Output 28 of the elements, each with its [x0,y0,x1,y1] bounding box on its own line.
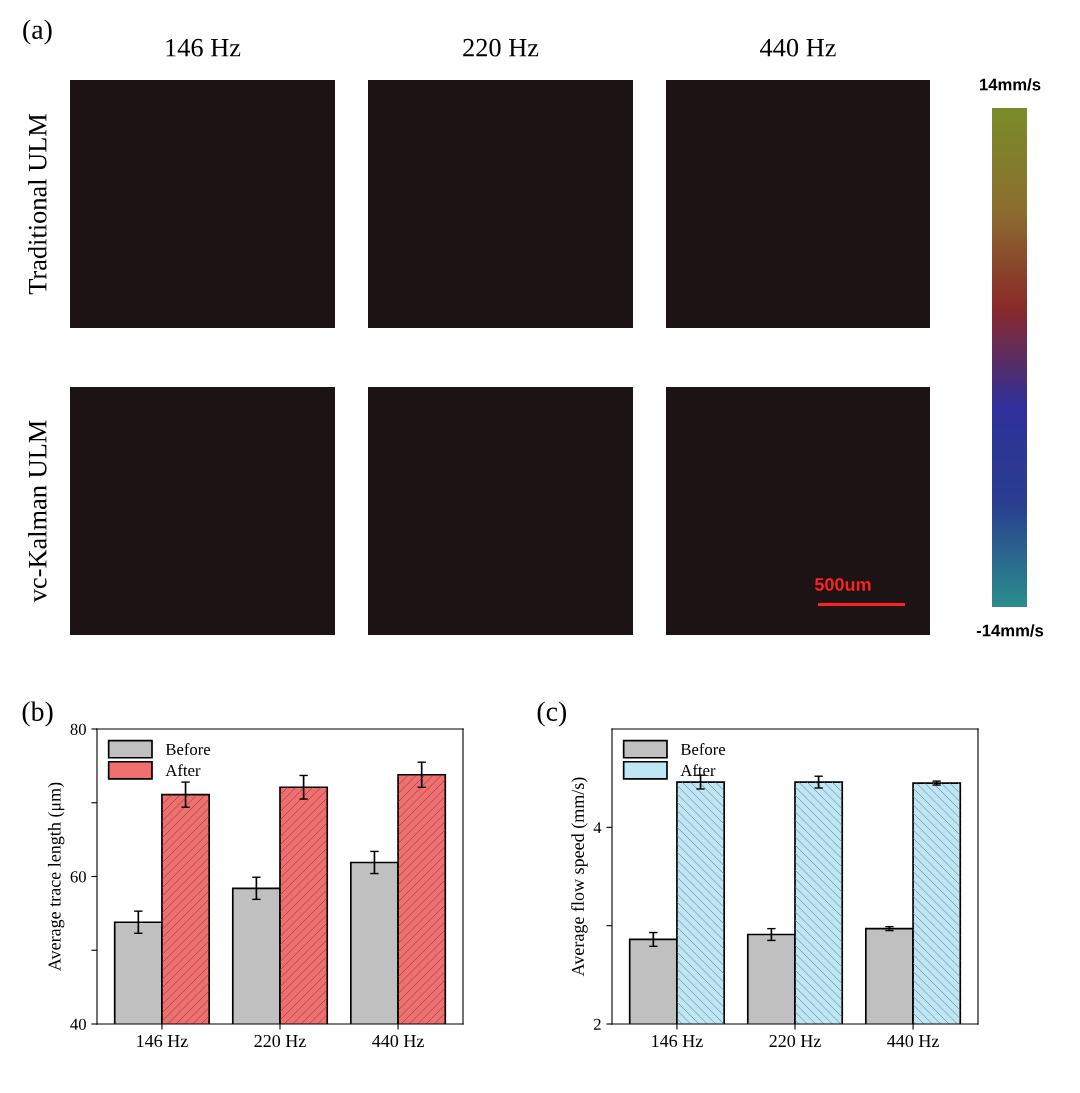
category-label: vc-Kalman ULM [28,420,47,603]
text: 500um [814,578,871,591]
x-tick-label: 220 Hz [769,1034,821,1048]
chart-title: (b) [22,701,53,727]
x-tick-label: 146 Hz [137,1034,188,1048]
y-tick-label: 4 [593,822,602,834]
y-axis-title: Average flow speed (mm/s) [571,777,588,977]
y-tick-label: 60 [70,871,86,883]
legend-label: After [165,764,201,777]
category-label: 146 Hz [166,38,241,57]
x-tick-label: 220 Hz [254,1034,306,1048]
x-tick-label: 146 Hz [652,1034,703,1048]
x-tick-label: 440 Hz [372,1034,424,1048]
legend-label: Before [680,743,726,755]
legend-label: After [680,764,716,777]
text: -14mm/s [976,624,1044,637]
category-label: 220 Hz [463,38,539,57]
category-label: 440 Hz [760,38,836,57]
y-axis-title: Average trace length (μm) [47,782,65,971]
chart-title: (c) [537,701,567,727]
y-tick-label: 2 [593,1018,601,1030]
text: 14mm/s [980,78,1041,91]
y-tick-label: 40 [70,1018,86,1030]
legend-label: Before [165,743,211,755]
text: (a) [23,19,52,45]
category-label: Traditional ULM [28,113,47,295]
y-tick-label: 80 [70,723,86,735]
x-tick-label: 440 Hz [887,1034,939,1048]
